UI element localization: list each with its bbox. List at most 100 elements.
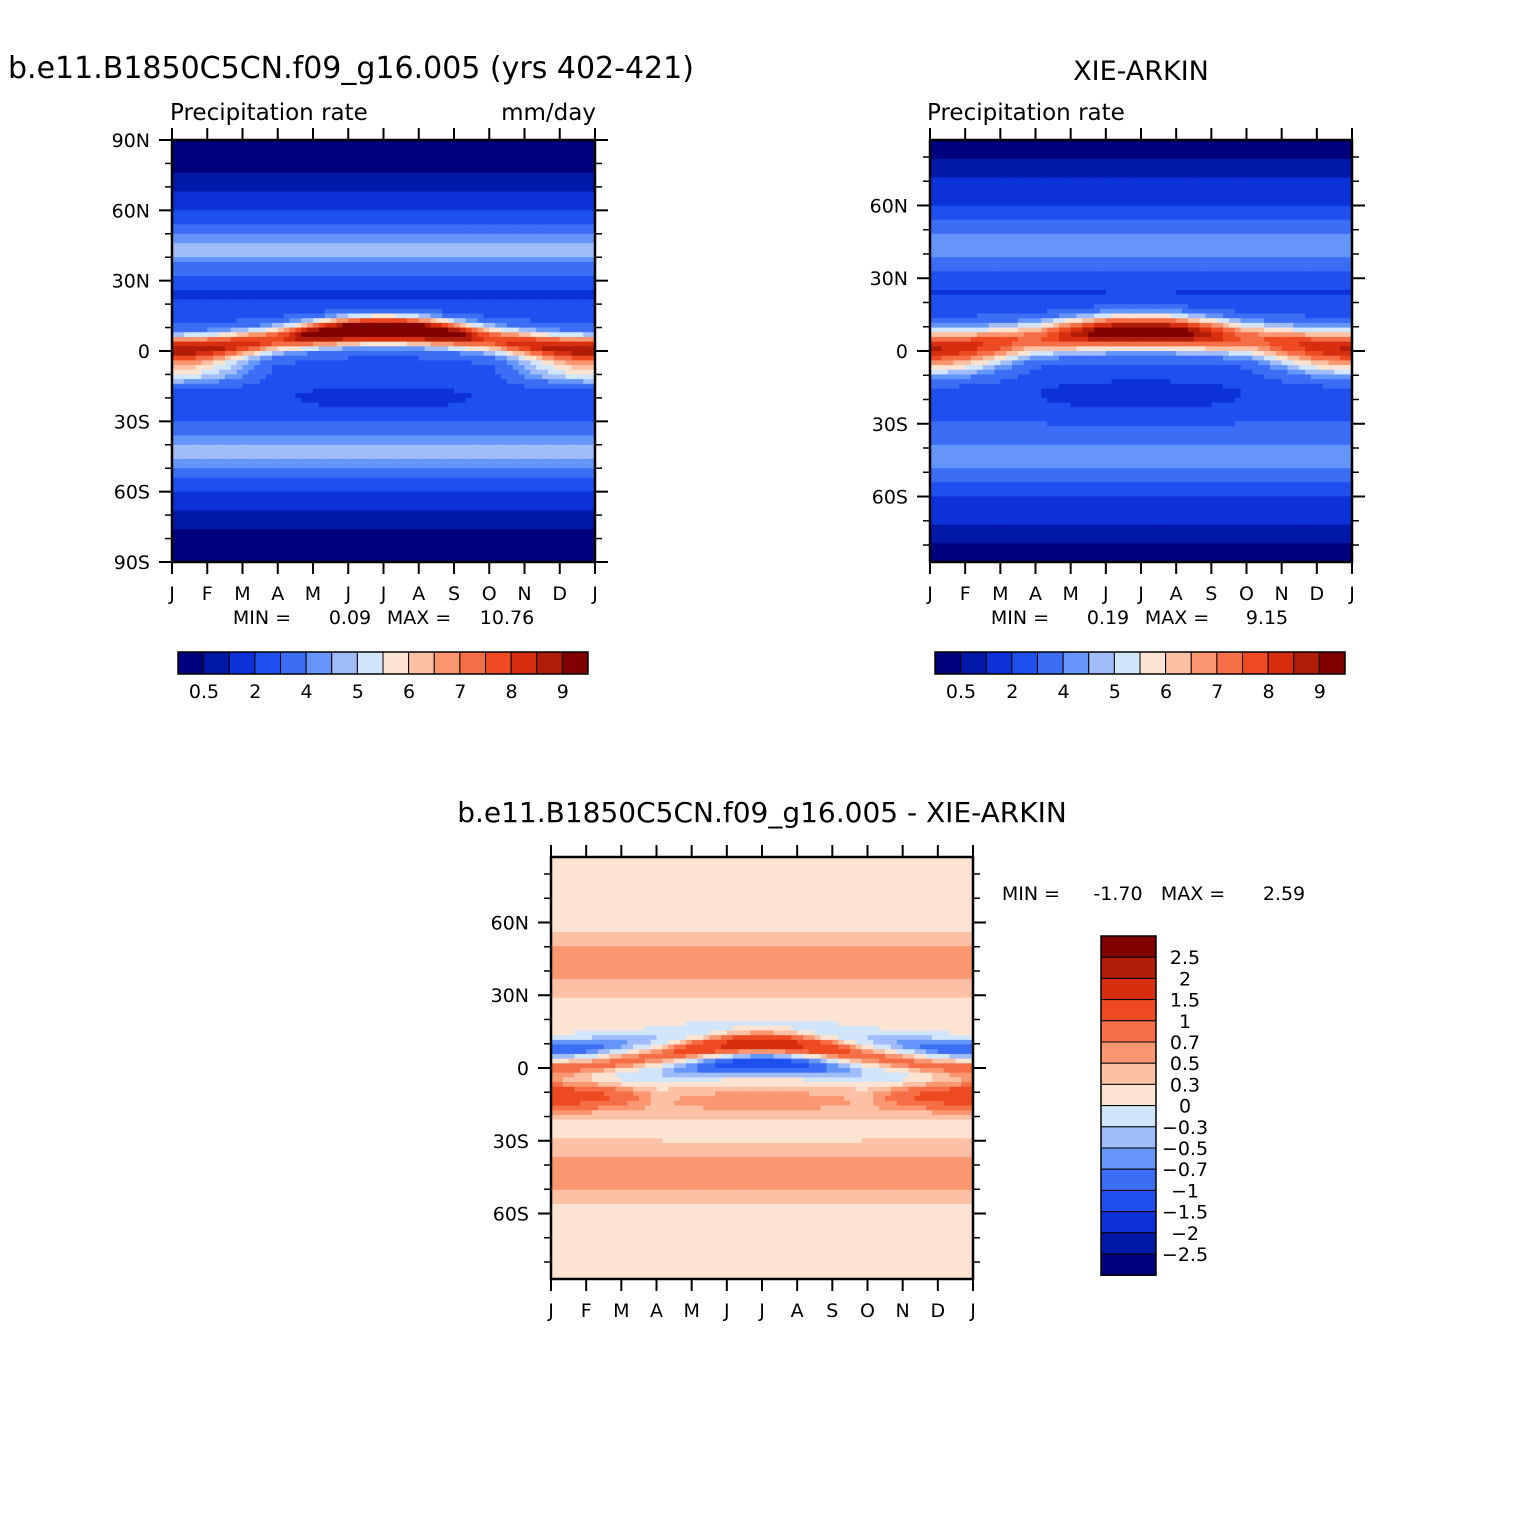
- heatmap-cell: [213, 411, 220, 418]
- heatmap-cell: [365, 247, 373, 254]
- heatmap-cell: [401, 515, 408, 521]
- heatmap-cell: [459, 182, 467, 188]
- heatmap-cell: [348, 510, 355, 516]
- heatmap-cell: [377, 529, 385, 535]
- heatmap-cell: [477, 360, 484, 366]
- heatmap-cell: [336, 313, 343, 319]
- heatmap-cell: [295, 304, 302, 310]
- heatmap-cell: [201, 505, 208, 512]
- heatmap-cell: [283, 140, 291, 146]
- heatmap-cell: [230, 346, 238, 352]
- heatmap-cell: [201, 252, 208, 258]
- heatmap-cell: [459, 491, 467, 497]
- heatmap-cell: [430, 168, 437, 174]
- heatmap-cell: [395, 261, 402, 268]
- heatmap-cell: [277, 191, 285, 197]
- heatmap-cell: [230, 505, 238, 512]
- heatmap-cell: [430, 341, 437, 347]
- heatmap-cell: [430, 482, 437, 488]
- heatmap-cell: [189, 519, 197, 526]
- heatmap-cell: [365, 458, 373, 465]
- heatmap-cell: [195, 149, 202, 155]
- heatmap-cell: [348, 299, 355, 305]
- heatmap-cell: [465, 533, 473, 540]
- heatmap-cell: [424, 322, 432, 329]
- heatmap-cell: [201, 407, 208, 413]
- heatmap-cell: [424, 261, 432, 268]
- heatmap-cell: [283, 332, 291, 338]
- heatmap-cell: [465, 304, 473, 310]
- heatmap-cell: [248, 200, 255, 207]
- heatmap-cell: [283, 407, 291, 413]
- heatmap-cell: [183, 332, 191, 338]
- heatmap-cell: [183, 261, 191, 268]
- heatmap-cell: [336, 233, 343, 240]
- heatmap-cell: [471, 491, 479, 497]
- heatmap-cell: [448, 177, 455, 183]
- heatmap-cell: [418, 421, 426, 427]
- heatmap-cell: [389, 374, 396, 380]
- heatmap-cell: [219, 304, 226, 310]
- heatmap-cell: [360, 482, 367, 488]
- heatmap-cell: [354, 468, 361, 474]
- heatmap-cell: [313, 182, 320, 188]
- heatmap-cell: [177, 430, 185, 436]
- heatmap-cell: [360, 529, 367, 535]
- heatmap-cell: [430, 196, 437, 202]
- heatmap-cell: [260, 355, 267, 361]
- heatmap-cell: [301, 416, 308, 422]
- heatmap-cell: [377, 374, 385, 380]
- heatmap-cell: [224, 233, 232, 240]
- heatmap-cell: [289, 426, 296, 432]
- heatmap-cell: [377, 482, 385, 488]
- heatmap-cell: [401, 238, 408, 244]
- heatmap-cell: [224, 388, 232, 394]
- heatmap-cell: [360, 477, 367, 483]
- heatmap-cell: [301, 486, 308, 493]
- heatmap-cell: [448, 144, 455, 150]
- heatmap-cell: [224, 229, 232, 235]
- heatmap-cell: [489, 294, 496, 301]
- heatmap-cell: [254, 252, 261, 258]
- heatmap-cell: [448, 458, 455, 465]
- heatmap-cell: [418, 144, 426, 150]
- heatmap-cell: [489, 426, 496, 432]
- heatmap-cell: [336, 158, 343, 165]
- heatmap-cell: [254, 524, 261, 530]
- heatmap-cell: [301, 224, 308, 230]
- heatmap-cell: [266, 369, 273, 376]
- heatmap-cell: [318, 393, 326, 399]
- heatmap-cell: [248, 458, 255, 465]
- heatmap-cell: [412, 215, 420, 221]
- heatmap-cell: [207, 177, 214, 183]
- heatmap-cell: [271, 205, 279, 211]
- heatmap-cell: [371, 140, 379, 146]
- heatmap-cell: [407, 515, 414, 521]
- heatmap-cell: [459, 435, 467, 441]
- heatmap-cell: [412, 486, 420, 493]
- heatmap-cell: [471, 397, 479, 404]
- heatmap-cell: [483, 519, 490, 526]
- heatmap-cell: [377, 501, 385, 507]
- heatmap-cell: [424, 426, 432, 432]
- heatmap-cell: [465, 482, 473, 488]
- heatmap-cell: [407, 224, 414, 230]
- heatmap-cell: [489, 149, 496, 155]
- heatmap-cell: [236, 505, 244, 512]
- heatmap-cell: [407, 233, 414, 240]
- heatmap-cell: [177, 318, 185, 324]
- heatmap-cell: [360, 552, 367, 558]
- heatmap-cell: [477, 224, 484, 230]
- heatmap-cell: [371, 313, 379, 319]
- heatmap-cell: [430, 416, 437, 422]
- heatmap-cell: [313, 172, 320, 179]
- heatmap-cell: [430, 243, 437, 249]
- heatmap-cell: [489, 365, 496, 371]
- heatmap-cell: [495, 229, 502, 235]
- heatmap-cell: [330, 482, 338, 488]
- heatmap-cell: [183, 149, 191, 155]
- heatmap-cell: [360, 486, 367, 493]
- heatmap-cell: [360, 336, 367, 343]
- heatmap-cell: [207, 482, 214, 488]
- heatmap-cell: [489, 304, 496, 310]
